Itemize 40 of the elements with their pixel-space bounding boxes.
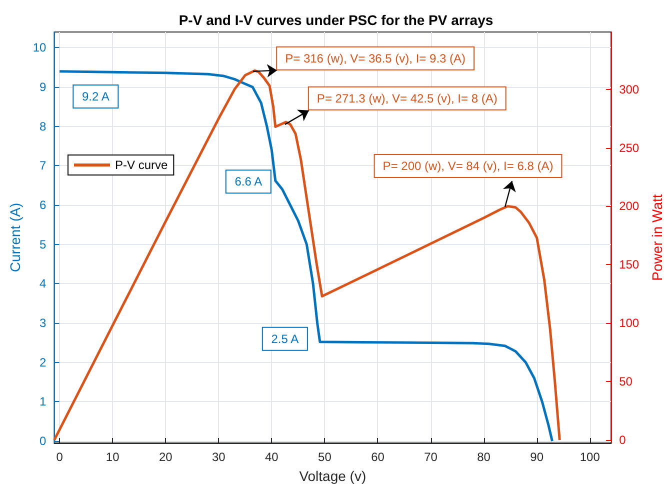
y-tick-label: 2 (40, 355, 47, 370)
x-tick-label: 60 (371, 450, 385, 464)
y-tick-label: 0 (40, 434, 47, 448)
y2-tick-label: 50 (619, 374, 633, 389)
y-tick-label: 9 (40, 80, 47, 94)
annotation: 9.2 A (82, 90, 110, 104)
y-tick-label: 5 (40, 237, 47, 252)
y2-tick-label: 300 (619, 82, 640, 96)
annotation: 6.6 A (234, 174, 262, 189)
y2-tick-label: 250 (619, 140, 640, 155)
y2-tick-label: 100 (619, 316, 640, 330)
legend-label: P-V curve (115, 158, 168, 172)
x-tick-label: 10 (106, 450, 120, 464)
y-tick-label: 6 (40, 198, 47, 212)
x-tick-label: 0 (56, 450, 64, 464)
y-tick-label: 10 (32, 40, 47, 55)
x-tick-label: 50 (318, 450, 332, 464)
y2-axis-title: Power in Watt (649, 194, 665, 281)
y-tick-label: 7 (40, 158, 47, 173)
x-tick-label: 70 (424, 450, 438, 464)
y-tick-label: 1 (40, 394, 47, 409)
annotation: P= 200 (w), V= 84 (v), I= 6.8 (A) (382, 159, 554, 174)
x-tick-label: 30 (212, 450, 226, 464)
x-axis-title: Voltage (v) (299, 468, 366, 484)
y-tick-label: 3 (40, 316, 47, 330)
x-tick-label: 90 (530, 450, 544, 464)
x-tick-label: 100 (580, 450, 600, 464)
y2-tick-label: 150 (619, 258, 640, 272)
y-tick-label: 4 (40, 276, 47, 291)
x-tick-label: 40 (264, 450, 279, 464)
y-axis-title: Current (A) (7, 202, 23, 272)
annotation: P= 316 (w), V= 36.5 (v), I= 9.3 (A) (285, 51, 466, 66)
chart-title: P-V and I-V curves under PSC for the PV arrays (178, 12, 494, 28)
annotation: 2.5 A (271, 332, 299, 346)
x-tick-label: 80 (477, 450, 491, 464)
y-tick-label: 8 (40, 119, 47, 134)
y2-tick-label: 200 (619, 199, 640, 214)
x-tick-label: 20 (158, 450, 173, 464)
y2-tick-label: 0 (619, 433, 626, 448)
annotation: P= 271.3 (w), V= 42.5 (v), I= 8 (A) (316, 91, 498, 106)
